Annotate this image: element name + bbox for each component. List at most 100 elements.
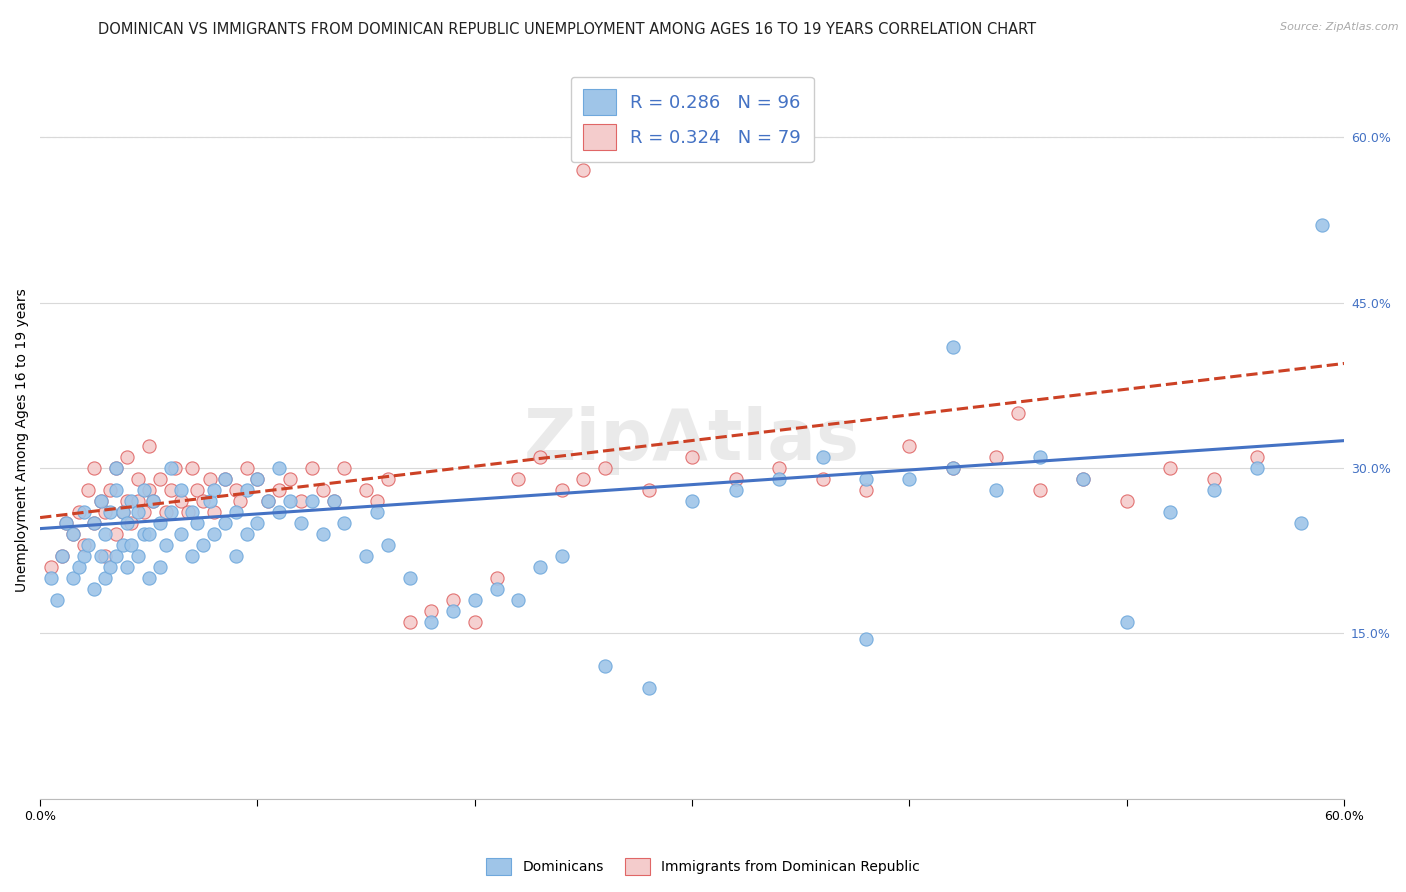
Point <box>83 582 105 597</box>
Point <box>77 538 100 552</box>
Point <box>508 593 530 607</box>
Point <box>225 483 247 497</box>
Point <box>94 527 117 541</box>
Point <box>551 549 574 563</box>
Point <box>94 549 117 563</box>
Point <box>94 505 117 519</box>
Point <box>105 527 128 541</box>
Point <box>235 461 257 475</box>
Point <box>198 472 221 486</box>
Point <box>90 549 112 563</box>
Point <box>855 472 877 486</box>
Point <box>464 593 486 607</box>
Point <box>257 494 280 508</box>
Point <box>246 472 269 486</box>
Point <box>134 505 156 519</box>
Point <box>942 461 965 475</box>
Point <box>1007 406 1029 420</box>
Point <box>1073 472 1095 486</box>
Point <box>724 472 747 486</box>
Point <box>181 461 204 475</box>
Point <box>72 505 94 519</box>
Point <box>354 549 377 563</box>
Point <box>62 527 84 541</box>
Point <box>986 483 1008 497</box>
Point <box>529 560 551 574</box>
Point <box>98 560 121 574</box>
Point <box>127 505 149 519</box>
Point <box>55 516 77 530</box>
Point <box>366 505 388 519</box>
Point <box>529 450 551 464</box>
Point <box>98 483 121 497</box>
Point <box>898 472 921 486</box>
Point <box>186 483 208 497</box>
Point <box>278 494 301 508</box>
Point <box>55 516 77 530</box>
Point <box>83 461 105 475</box>
Point <box>398 615 420 630</box>
Point <box>186 516 208 530</box>
Point <box>322 494 344 508</box>
Point <box>1159 505 1181 519</box>
Point <box>120 516 142 530</box>
Point <box>637 483 659 497</box>
Point <box>138 483 160 497</box>
Point <box>62 527 84 541</box>
Point <box>898 439 921 453</box>
Point <box>333 516 356 530</box>
Point <box>1073 472 1095 486</box>
Point <box>159 461 181 475</box>
Point <box>72 549 94 563</box>
Point <box>1159 461 1181 475</box>
Point <box>191 494 214 508</box>
Point <box>198 494 221 508</box>
Point <box>257 494 280 508</box>
Point <box>115 450 138 464</box>
Point <box>269 461 291 475</box>
Text: Source: ZipAtlas.com: Source: ZipAtlas.com <box>1281 22 1399 32</box>
Point <box>111 505 134 519</box>
Point <box>377 472 399 486</box>
Point <box>333 461 356 475</box>
Point <box>441 593 464 607</box>
Point <box>159 505 181 519</box>
Point <box>1202 483 1225 497</box>
Point <box>105 461 128 475</box>
Point <box>51 549 73 563</box>
Point <box>142 494 165 508</box>
Point <box>986 450 1008 464</box>
Y-axis label: Unemployment Among Ages 16 to 19 years: Unemployment Among Ages 16 to 19 years <box>15 288 30 592</box>
Point <box>134 483 156 497</box>
Point <box>290 516 312 530</box>
Point <box>39 560 62 574</box>
Point <box>142 494 165 508</box>
Point <box>77 483 100 497</box>
Point <box>163 461 186 475</box>
Point <box>127 472 149 486</box>
Point <box>1312 219 1334 233</box>
Point <box>149 560 172 574</box>
Point <box>681 494 703 508</box>
Point <box>269 505 291 519</box>
Point <box>724 483 747 497</box>
Point <box>1246 450 1268 464</box>
Point <box>83 516 105 530</box>
Legend: Dominicans, Immigrants from Dominican Republic: Dominicans, Immigrants from Dominican Re… <box>481 853 925 880</box>
Point <box>149 472 172 486</box>
Point <box>94 571 117 585</box>
Point <box>398 571 420 585</box>
Point <box>177 505 200 519</box>
Point <box>301 494 323 508</box>
Point <box>1246 461 1268 475</box>
Point <box>138 527 160 541</box>
Point <box>1115 615 1137 630</box>
Point <box>235 483 257 497</box>
Point <box>637 681 659 696</box>
Point <box>155 505 177 519</box>
Point <box>170 494 193 508</box>
Point <box>1029 483 1052 497</box>
Point <box>67 505 90 519</box>
Point <box>811 450 834 464</box>
Point <box>105 461 128 475</box>
